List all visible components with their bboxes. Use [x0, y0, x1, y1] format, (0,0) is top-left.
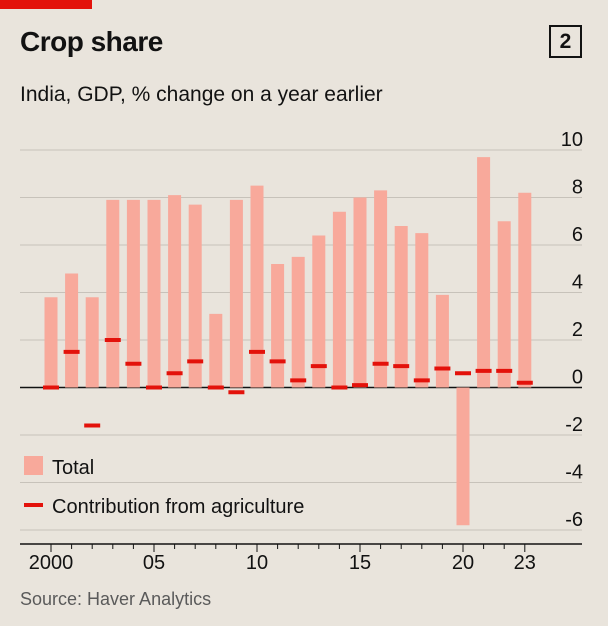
- chart-subtitle: India, GDP, % change on a year earlier: [20, 83, 383, 106]
- legend-swatch-total: [24, 456, 43, 475]
- chart-number-badge: 2: [549, 25, 582, 58]
- source-note: Source: Haver Analytics: [20, 589, 212, 609]
- total-bar: [250, 185, 264, 388]
- y-axis-tick-labels: 10 8 6 4 2 0 -2 -4 -6: [561, 129, 583, 531]
- total-bar: [188, 204, 202, 388]
- total-bar: [497, 221, 511, 388]
- x-tick-label: 23: [514, 552, 536, 574]
- total-bar: [126, 199, 140, 388]
- brand-accent-bar: [0, 0, 92, 9]
- total-bar: [353, 197, 367, 388]
- x-tick-label: 10: [246, 552, 268, 574]
- total-bar: [209, 313, 223, 388]
- total-bar: [147, 199, 161, 388]
- y-tick-label: 10: [561, 129, 583, 151]
- total-bar: [456, 387, 470, 526]
- total-bars: [44, 157, 532, 526]
- x-tick-label: 2000: [29, 552, 74, 574]
- total-bar: [477, 157, 491, 388]
- total-bar: [415, 233, 429, 388]
- y-tick-label: -6: [565, 509, 583, 531]
- agriculture-dashes: [43, 338, 533, 428]
- y-tick-label: 8: [572, 177, 583, 199]
- total-bar: [85, 297, 99, 388]
- total-bar: [229, 199, 243, 388]
- total-bar: [394, 226, 408, 388]
- y-tick-label: 0: [572, 367, 583, 389]
- total-bar: [291, 256, 305, 388]
- total-bar: [271, 264, 285, 388]
- total-bar: [332, 211, 346, 388]
- x-tick-label: 20: [452, 552, 474, 574]
- total-bar: [312, 235, 326, 388]
- y-tick-label: 6: [572, 224, 583, 246]
- y-tick-label: 4: [572, 272, 583, 294]
- total-bar: [168, 195, 182, 388]
- total-bar: [435, 294, 449, 388]
- x-tick-label: 05: [143, 552, 165, 574]
- y-tick-label: -2: [565, 414, 583, 436]
- legend-label-agriculture: Contribution from agriculture: [52, 496, 304, 518]
- total-bar: [374, 190, 388, 388]
- legend: Total Contribution from agriculture: [24, 456, 304, 518]
- y-tick-label: -4: [565, 462, 583, 484]
- total-bar: [65, 273, 79, 388]
- total-bar: [106, 199, 120, 388]
- x-axis-ticks: 2000 05 10 15 20 23: [20, 543, 582, 574]
- total-bar: [518, 192, 532, 388]
- chart-title: Crop share: [20, 26, 163, 57]
- x-tick-label: 15: [349, 552, 371, 574]
- y-tick-label: 2: [572, 319, 583, 341]
- total-bar: [44, 297, 58, 388]
- legend-label-total: Total: [52, 457, 94, 479]
